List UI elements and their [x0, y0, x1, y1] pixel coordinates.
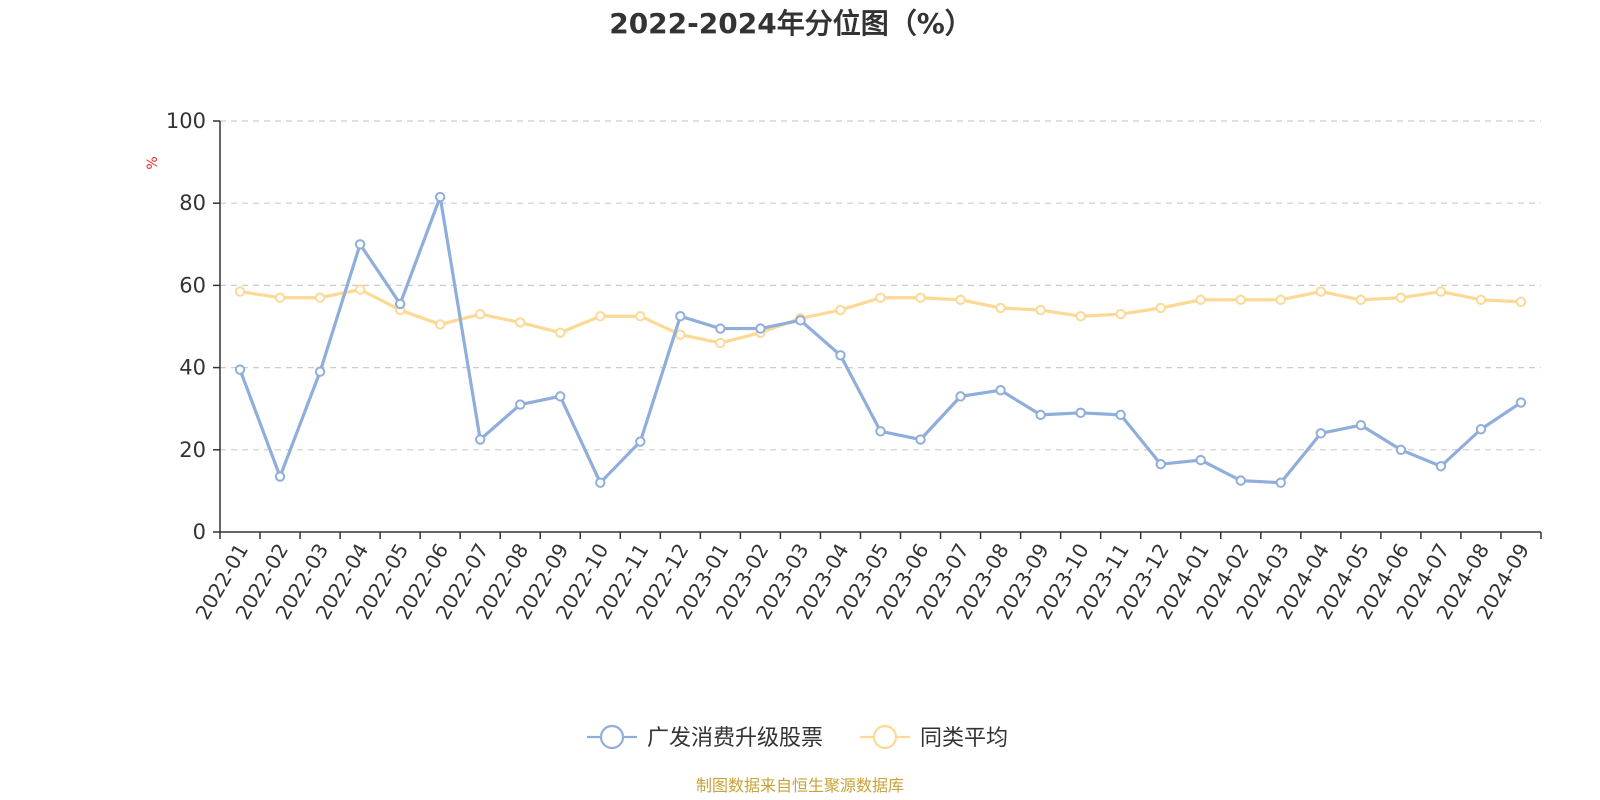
legend-label: 广发消费升级股票: [647, 726, 823, 751]
y-tick-label: 60: [179, 273, 206, 297]
chart-title: 2022-2024年分位图（%）: [609, 7, 973, 40]
data-point: [474, 308, 486, 320]
data-point: [995, 385, 1006, 396]
y-tick-label: 20: [179, 438, 206, 462]
data-point: [715, 337, 726, 349]
data-point: [515, 317, 526, 328]
data-point: [314, 366, 326, 377]
data-point: [1155, 458, 1166, 470]
data-point: [234, 364, 246, 375]
data-point: [915, 292, 926, 303]
data-point: [1395, 292, 1407, 303]
y-tick-label: 40: [179, 356, 206, 380]
data-point: [434, 319, 446, 330]
data-point: [515, 399, 526, 410]
data-point: [354, 239, 366, 250]
axes: [213, 120, 1542, 539]
series-1: [234, 191, 1527, 488]
data-point: [715, 323, 726, 334]
legend-item-1[interactable]: 广发消费升级股票: [587, 724, 823, 751]
data-point: [1115, 308, 1126, 320]
data-point: [1195, 454, 1206, 466]
y-tick-labels: 0 20 40 60 80 100: [166, 109, 206, 544]
data-point: [1155, 302, 1166, 314]
legend[interactable]: 广发消费升级股票 同类平均: [587, 724, 1008, 751]
grid-lines: [220, 120, 1541, 451]
data-point: [955, 391, 966, 402]
series-lines: [234, 191, 1527, 488]
data-point: [1515, 296, 1527, 308]
data-point: [1395, 444, 1407, 455]
data-point: [314, 292, 326, 303]
source-note: 制图数据来自恒生聚源数据库: [696, 776, 904, 795]
data-point: [555, 391, 566, 402]
data-point: [675, 311, 686, 322]
data-point: [1435, 286, 1447, 297]
legend-marker: [599, 724, 625, 750]
data-point: [875, 292, 886, 303]
data-point: [234, 286, 246, 297]
data-point: [875, 426, 886, 437]
data-point: [1435, 461, 1447, 472]
y-axis-unit: %: [145, 156, 161, 169]
data-point: [434, 191, 446, 203]
data-point: [1195, 294, 1206, 305]
data-point: [955, 294, 966, 305]
data-point: [1475, 294, 1487, 305]
data-point: [1475, 424, 1487, 435]
data-point: [595, 477, 606, 488]
data-point: [1315, 428, 1327, 439]
data-point: [1315, 286, 1327, 297]
legend-item-2[interactable]: 同类平均: [860, 724, 1008, 751]
data-point: [595, 311, 606, 322]
y-tick-label: 0: [193, 520, 206, 544]
data-point: [1275, 294, 1287, 305]
data-point: [795, 315, 806, 326]
data-point: [1075, 407, 1086, 419]
data-point: [555, 327, 566, 338]
data-point: [1275, 477, 1287, 488]
data-point: [635, 311, 646, 322]
data-point: [1075, 311, 1086, 322]
data-point: [635, 436, 646, 447]
legend-marker: [872, 724, 898, 750]
data-point: [915, 434, 926, 445]
y-tick-label: 80: [179, 191, 206, 215]
data-point: [755, 323, 766, 334]
data-point: [1355, 419, 1367, 431]
data-point: [1035, 304, 1046, 316]
data-point: [274, 471, 286, 482]
data-point: [835, 304, 846, 316]
data-point: [274, 292, 286, 303]
data-point: [394, 298, 406, 310]
data-point: [1235, 475, 1246, 486]
series-2: [234, 284, 1527, 349]
data-point: [995, 302, 1006, 314]
data-point: [1035, 409, 1046, 421]
series-line: [238, 195, 1522, 485]
data-point: [354, 284, 366, 295]
data-point: [1115, 409, 1126, 421]
legend-label: 同类平均: [920, 726, 1008, 751]
data-point: [474, 434, 486, 445]
data-point: [1355, 294, 1367, 305]
data-point: [1235, 294, 1246, 305]
data-point: [675, 329, 686, 340]
data-point: [835, 350, 846, 361]
data-point: [1515, 397, 1527, 408]
y-tick-label: 100: [166, 109, 206, 133]
x-tick-labels: 2022-012022-022022-032022-042022-052022-…: [191, 539, 1535, 623]
